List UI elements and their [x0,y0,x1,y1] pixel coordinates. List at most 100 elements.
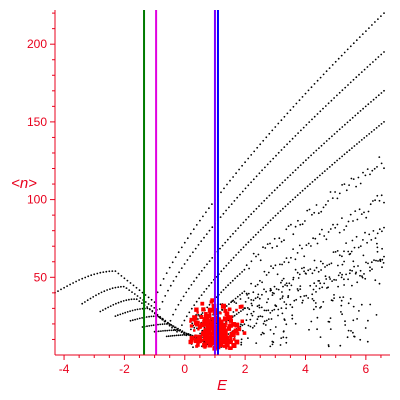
spectrum-point [305,159,307,162]
spectrum-point [355,39,358,42]
spectrum-point [66,285,68,287]
spectrum-point [203,236,205,239]
spectrum-point [329,278,331,280]
spectrum-point [141,317,144,319]
spectrum-point [340,276,343,279]
spectrum-point [311,298,314,300]
spectrum-point [341,263,344,266]
spectrum-point [171,261,174,264]
spectrum-point [240,343,243,346]
spectrum-point [232,176,235,178]
spectrum-point [294,322,297,325]
spectrum-point [383,255,385,258]
spectrum-point [243,323,246,326]
spectrum-point [356,318,358,320]
spectrum-point [364,327,367,329]
spectrum-point [141,326,144,328]
spectrum-point [364,105,367,108]
spectrum-point [270,265,272,267]
spectrum-point [358,208,361,211]
spectrum-point [296,271,299,274]
highlight-point [211,316,215,320]
spectrum-point [323,142,325,145]
spectrum-point [341,89,344,92]
x-tick-label: -2 [119,362,130,376]
spectrum-point [169,335,172,337]
spectrum-point [327,200,329,202]
highlight-point [211,331,215,334]
spectrum-point [123,277,126,280]
spectrum-point [162,318,164,321]
highlight-point [227,307,232,312]
spectrum-point [336,159,338,162]
spectrum-point [146,306,149,308]
spectrum-point [242,221,245,224]
spectrum-point [346,336,349,339]
spectrum-point [347,302,350,305]
spectrum-point [251,326,254,329]
spectrum-point [243,268,246,271]
spectrum-point [354,114,357,117]
spectrum-point [119,313,122,316]
spectrum-point [294,196,297,199]
spectrum-point [327,344,330,346]
spectrum-point [262,139,265,142]
spectrum-point [246,307,249,309]
spectrum-point [225,305,228,307]
spectrum-point [290,223,292,226]
spectrum-point [239,325,242,328]
spectrum-point [267,221,269,224]
spectrum-point [292,171,294,174]
spectrum-point [159,284,162,287]
spectrum-point [350,177,353,180]
spectrum-point [352,78,355,81]
spectrum-point [228,303,230,305]
spectrum-point [251,314,254,317]
spectrum-point [247,292,250,295]
spectrum-point [284,284,286,286]
spectrum-point [324,275,327,278]
spectrum-point [230,301,233,304]
highlight-point [227,324,232,329]
spectrum-point [356,143,358,145]
spectrum-point [338,192,341,195]
spectrum-point [369,203,372,206]
spectrum-point [303,255,306,258]
spectrum-point [277,314,279,317]
spectrum-point [266,163,269,166]
spectrum-point [234,277,237,280]
spectrum-point [273,308,276,311]
spectrum-point [263,320,266,323]
spectrum-point [131,309,134,312]
spectrum-point [300,129,302,132]
spectrum-point [327,320,330,323]
spectrum-point [324,105,327,107]
spectrum-point [260,306,263,309]
highlight-point [201,307,206,312]
spectrum-point [248,308,251,311]
spectrum-point [360,71,363,73]
spectrum-point [329,328,332,330]
spectrum-point [130,298,133,301]
spectrum-point [264,166,266,169]
highlight-point [240,319,244,323]
spectrum-point [78,279,80,281]
spectrum-point [283,319,286,321]
spectrum-point [330,262,333,265]
spectrum-point [348,149,351,152]
spectrum-point [347,220,350,223]
spectrum-point [315,149,318,152]
highlight-point [230,315,233,318]
spectrum-point [289,200,292,203]
highlight-point [192,315,198,321]
spectrum-point [256,283,259,286]
spectrum-point [321,286,324,289]
spectrum-point [322,206,325,209]
spectrum-point [197,314,200,316]
spectrum-point [299,295,302,298]
spectrum-point [90,274,93,277]
spectrum-point [152,324,155,327]
spectrum-point [221,244,224,247]
spectrum-point [103,290,106,293]
spectrum-point [247,337,249,339]
